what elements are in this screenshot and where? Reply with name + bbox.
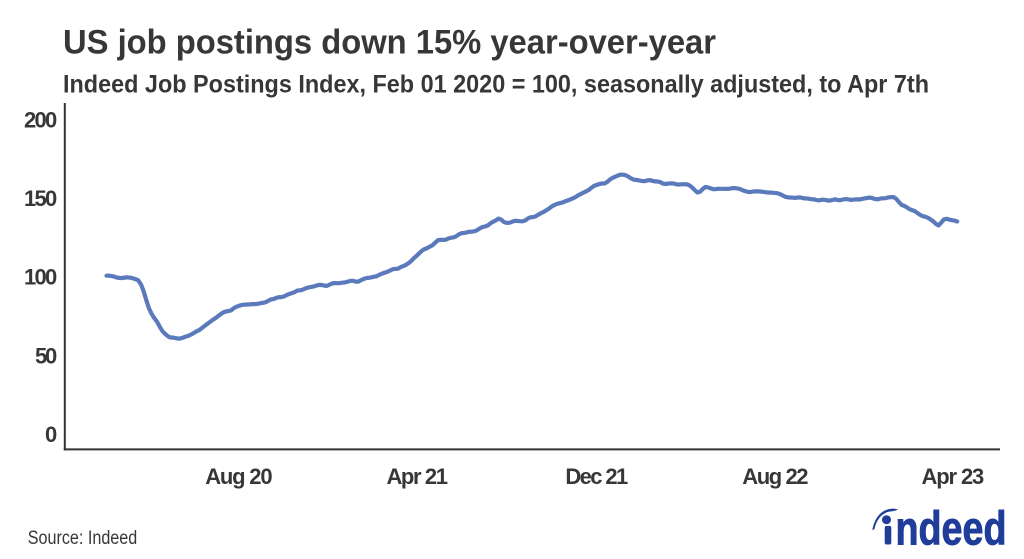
svg-text:US job postings down 15% year-: US job postings down 15% year-over-year — [63, 24, 716, 62]
svg-text:Apr 21: Apr 21 — [386, 464, 448, 489]
svg-text:200: 200 — [24, 108, 57, 133]
svg-text:0: 0 — [45, 422, 57, 447]
svg-text:50: 50 — [35, 343, 57, 368]
svg-text:Apr 23: Apr 23 — [922, 464, 985, 489]
svg-text:Aug 22: Aug 22 — [742, 464, 808, 489]
svg-text:150: 150 — [24, 186, 57, 211]
svg-text:ndeed: ndeed — [896, 502, 1007, 555]
svg-text:Indeed Job Postings Index, Feb: Indeed Job Postings Index, Feb 01 2020 =… — [63, 71, 929, 99]
svg-text:Aug 20: Aug 20 — [205, 464, 272, 489]
svg-text:100: 100 — [24, 265, 57, 290]
svg-text:Source: Indeed: Source: Indeed — [28, 528, 137, 549]
svg-text:Dec 21: Dec 21 — [565, 464, 628, 489]
